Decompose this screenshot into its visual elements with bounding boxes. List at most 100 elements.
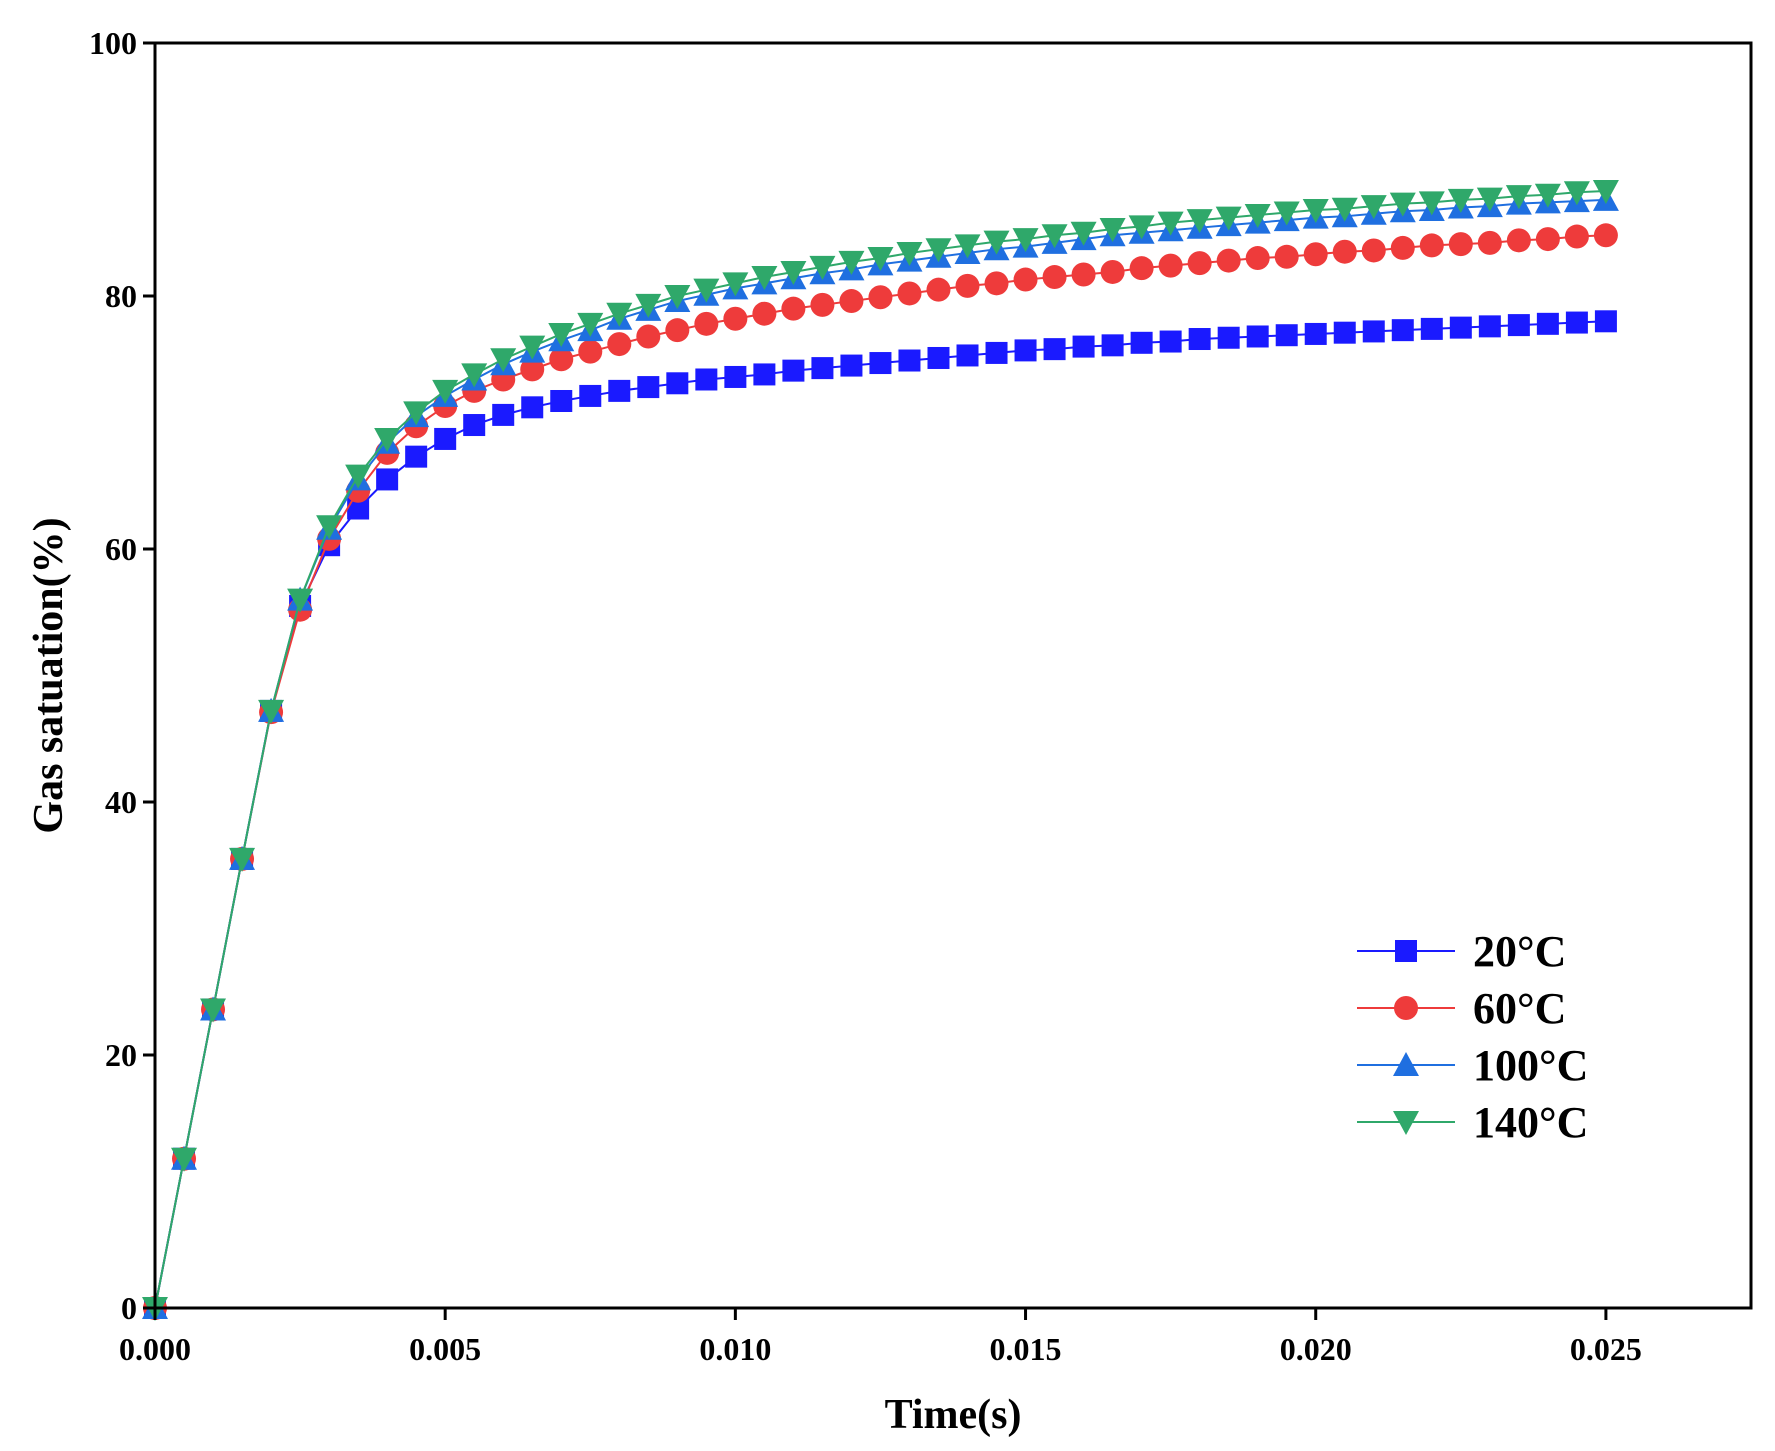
data-point [956,344,979,367]
series-2 [143,223,1618,1320]
data-point [925,238,952,263]
data-point [1563,181,1590,206]
data-point [809,255,836,280]
data-point [1129,256,1154,281]
legend-item: 140°C [1357,1098,1588,1147]
data-point [1158,253,1183,278]
plot-area-frame [153,41,1753,1310]
data-point [1302,198,1329,223]
legend-item: 20°C [1357,927,1566,976]
data-point [722,272,749,297]
data-point [1505,185,1532,210]
data-point [811,357,834,380]
legend-marker [1393,1052,1419,1076]
data-point [781,296,806,321]
data-point [1535,227,1560,252]
data-point [1246,325,1269,348]
data-point [229,847,256,872]
data-point [434,427,457,450]
data-point [1099,217,1126,242]
series-1 [144,310,1617,1319]
data-point [1071,262,1096,287]
data-point [1361,238,1386,263]
data-point [1128,215,1155,240]
legend-item: 60°C [1357,984,1566,1033]
legend-label: 140°C [1473,1098,1588,1147]
data-point [1477,230,1502,255]
data-point [376,468,399,491]
data-point [1187,251,1212,276]
data-point [374,427,401,452]
data-point [1014,339,1037,362]
series-line [154,320,1606,1309]
data-point [665,318,690,343]
data-point [1564,224,1589,249]
data-point [1449,316,1472,339]
data-point [869,352,892,375]
data-point [1420,317,1443,340]
data-point [1041,224,1068,249]
y-axis-ticks: 0 20 40 60 80 100 [89,25,155,1326]
data-point [1447,188,1474,213]
data-point [838,250,865,275]
legend-marker [1394,996,1418,1020]
data-point [461,363,488,388]
data-point [1070,221,1097,246]
data-point [607,332,632,357]
data-point [1013,267,1038,292]
data-point [955,273,980,298]
data-point [492,403,515,426]
data-point [782,359,805,382]
x-tick-label: 0.000 [119,1331,191,1367]
data-point [1331,197,1358,222]
data-point [636,324,661,349]
data-point [868,285,893,310]
data-point [1304,322,1327,345]
legend-marker [1393,1111,1419,1135]
data-point [1476,187,1503,212]
legend: 20°C 60°C 100°C 140°C [1357,927,1588,1147]
data-point [1274,244,1299,269]
data-point [724,365,747,388]
data-point [1244,204,1271,229]
data-point [1159,330,1182,353]
data-point [1418,191,1445,216]
data-point [694,311,719,336]
data-point [577,312,604,337]
data-point [985,341,1008,364]
data-point [954,234,981,259]
data-point [171,1147,198,1172]
data-point [200,998,227,1023]
data-point [897,281,922,306]
data-point [1245,246,1270,271]
data-point [984,271,1009,296]
data-point [810,292,835,317]
data-point [403,401,430,426]
data-point [780,260,807,285]
data-point [723,306,748,331]
data-point [548,322,575,347]
legend-item: 100°C [1357,1041,1588,1090]
data-point [1360,195,1387,220]
data-point [1130,331,1153,354]
data-point [666,372,689,395]
data-point [1536,312,1559,335]
data-point [1507,314,1530,337]
x-axis-title: Time(s) [885,1392,1022,1438]
y-tick-label: 20 [105,1037,137,1073]
data-point [1042,265,1067,290]
x-tick-label: 0.020 [1280,1331,1352,1367]
data-point [490,348,517,373]
data-point [347,497,370,520]
series-line [154,234,1606,1309]
data-point [1594,310,1617,333]
data-point [1216,248,1241,273]
data-point [1362,320,1385,343]
data-point [1100,259,1125,284]
data-point [637,376,660,399]
y-tick-label: 40 [105,784,137,820]
data-point [1390,235,1415,260]
data-point [549,347,574,372]
data-point [927,346,950,369]
data-point [1157,211,1184,236]
